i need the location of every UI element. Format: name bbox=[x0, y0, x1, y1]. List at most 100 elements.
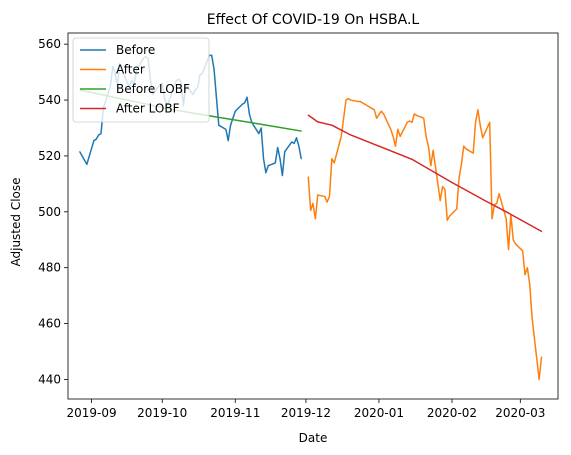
x-tick-label: 2020-02 bbox=[427, 406, 477, 420]
data-point-after bbox=[366, 105, 368, 107]
data-point-after bbox=[427, 145, 430, 147]
chart-title: Effect Of COVID-19 On HSBA.L bbox=[207, 12, 420, 28]
data-point-before bbox=[232, 117, 234, 119]
data-point-before bbox=[83, 159, 86, 161]
data-point-before bbox=[248, 113, 250, 115]
data-point-before bbox=[229, 124, 232, 126]
data-point-after-lobf bbox=[317, 121, 319, 123]
data-point-after bbox=[458, 177, 460, 179]
y-tick-label: 560 bbox=[38, 37, 61, 51]
data-point-before bbox=[81, 155, 83, 157]
x-tick-label: 2020-01 bbox=[354, 406, 404, 420]
data-point-before-lobf bbox=[300, 130, 302, 132]
data-point-after bbox=[345, 99, 347, 101]
data-point-before bbox=[244, 102, 246, 104]
data-point-after bbox=[512, 239, 514, 241]
data-point-after bbox=[376, 117, 378, 119]
data-point-after-lobf bbox=[505, 211, 507, 213]
data-point-after bbox=[526, 267, 528, 269]
data-point-after-lobf bbox=[307, 114, 309, 116]
data-point-after bbox=[373, 109, 375, 111]
legend-label-before-lobf: Before LOBF bbox=[116, 82, 190, 96]
data-point-after-lobf bbox=[350, 134, 352, 136]
data-point-before bbox=[284, 151, 286, 153]
data-point-before bbox=[93, 139, 95, 142]
data-point-after bbox=[430, 165, 432, 167]
data-point-before bbox=[86, 163, 88, 165]
data-point-before bbox=[293, 142, 295, 144]
data-point-after bbox=[463, 145, 465, 147]
data-point-before bbox=[300, 158, 302, 160]
data-point-after bbox=[515, 243, 517, 245]
data-point-after bbox=[397, 128, 399, 130]
data-point-after-lobf bbox=[378, 145, 380, 147]
data-point-after bbox=[441, 186, 444, 188]
data-point-before bbox=[98, 134, 100, 136]
data-point-after bbox=[460, 163, 463, 165]
data-point-before-lobf bbox=[218, 116, 220, 118]
data-point-after bbox=[314, 218, 316, 220]
data-point-after bbox=[310, 209, 312, 212]
data-point-after bbox=[317, 194, 319, 196]
data-point-before bbox=[298, 145, 300, 147]
y-tick-label: 500 bbox=[38, 205, 61, 219]
x-tick-label: 2019-12 bbox=[281, 406, 331, 420]
data-point-after-lobf bbox=[331, 124, 333, 126]
data-point-before bbox=[281, 174, 283, 177]
data-point-after bbox=[312, 202, 314, 205]
data-point-before bbox=[218, 124, 220, 126]
data-point-after bbox=[350, 99, 352, 101]
data-point-after bbox=[507, 248, 510, 251]
data-point-before bbox=[211, 54, 213, 56]
legend-label-before: Before bbox=[116, 43, 155, 57]
data-point-before bbox=[291, 141, 293, 143]
data-point-after bbox=[524, 274, 526, 276]
data-point-before bbox=[225, 128, 227, 130]
data-point-before bbox=[227, 139, 229, 142]
y-tick-label: 520 bbox=[38, 149, 61, 163]
data-point-after bbox=[538, 378, 540, 381]
data-point-after bbox=[522, 250, 524, 252]
data-point-after bbox=[425, 135, 427, 137]
data-point-after bbox=[411, 121, 413, 123]
data-point-after bbox=[331, 158, 333, 160]
data-point-after bbox=[333, 162, 335, 164]
y-tick-label: 540 bbox=[38, 93, 61, 107]
data-point-after bbox=[491, 218, 493, 220]
y-axis-title: Adjusted Close bbox=[9, 177, 23, 266]
data-point-after bbox=[472, 152, 474, 154]
data-point-before bbox=[95, 138, 97, 140]
data-point-after bbox=[474, 121, 477, 123]
data-point-after bbox=[531, 317, 533, 319]
data-point-after bbox=[496, 202, 498, 205]
data-point-after bbox=[307, 176, 309, 178]
data-point-before bbox=[241, 103, 243, 105]
data-point-before bbox=[262, 158, 265, 160]
x-tick-label: 2019-10 bbox=[137, 406, 187, 420]
x-tick-label: 2019-11 bbox=[210, 406, 260, 420]
x-axis-title: Date bbox=[299, 431, 328, 445]
data-point-after bbox=[357, 100, 359, 103]
data-point-after bbox=[423, 117, 425, 119]
data-point-after bbox=[446, 219, 448, 221]
legend-label-after: After bbox=[116, 63, 145, 77]
data-point-before bbox=[265, 172, 267, 174]
data-point-after bbox=[444, 188, 446, 191]
data-point-after bbox=[328, 195, 331, 198]
data-point-before bbox=[260, 127, 262, 129]
legend: Before After Before LOBF After LOBF bbox=[72, 37, 210, 123]
data-point-after bbox=[399, 135, 401, 137]
data-point-after-lobf bbox=[451, 181, 453, 184]
data-point-after bbox=[380, 110, 382, 112]
data-point-before bbox=[246, 96, 248, 98]
data-point-after bbox=[465, 148, 467, 150]
data-point-after bbox=[498, 193, 500, 195]
data-point-after bbox=[383, 113, 385, 115]
data-point-after bbox=[432, 149, 434, 151]
data-point-before bbox=[79, 151, 81, 153]
data-point-before bbox=[234, 110, 236, 112]
data-point-after bbox=[340, 135, 342, 137]
data-point-after bbox=[439, 200, 441, 202]
